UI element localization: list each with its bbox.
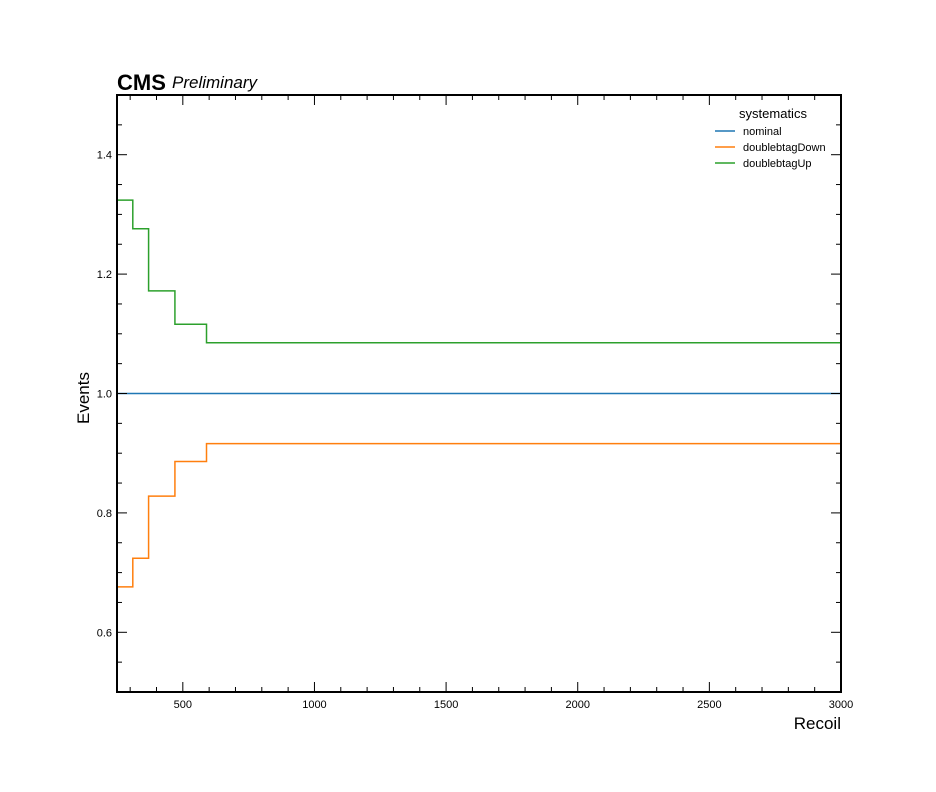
- y-axis-title: Events: [74, 372, 93, 424]
- x-tick-label: 500: [174, 699, 192, 711]
- series-layer: [117, 199, 841, 588]
- legend-label-nominal: nominal: [743, 126, 782, 138]
- legend-title: systematics: [739, 106, 807, 121]
- x-tick-label: 1000: [302, 699, 326, 711]
- y-tick-label: 0.8: [97, 508, 112, 520]
- plot-frame: [116, 94, 842, 693]
- x-tick-label: 2000: [565, 699, 589, 711]
- y-tick-label: 1.4: [97, 150, 112, 162]
- y-tick-label: 1.0: [97, 389, 112, 401]
- status-label: Preliminary: [172, 73, 259, 92]
- y-tick-label: 0.6: [97, 627, 112, 639]
- ticks-layer: 500 1000 1500 2000 2500 3000 0.6 0.8 1.0 1.2 1.4: [97, 95, 853, 711]
- x-tick-label: 3000: [829, 699, 853, 711]
- x-tick-label: 2500: [697, 699, 721, 711]
- legend: systematics nominal doublebtagDown doubleb…: [715, 106, 826, 170]
- x-tick-label: 1500: [434, 699, 458, 711]
- series-line-doublebtagDown: [117, 442, 841, 588]
- legend-label-doublebtagDown: doublebtagDown: [743, 142, 826, 154]
- series-line-doublebtagUp: [117, 199, 841, 344]
- y-tick-label: 1.2: [97, 269, 112, 281]
- legend-label-doublebtagUp: doublebtagUp: [743, 158, 812, 170]
- x-axis-title: Recoil: [794, 714, 841, 733]
- experiment-label: CMS: [117, 70, 166, 95]
